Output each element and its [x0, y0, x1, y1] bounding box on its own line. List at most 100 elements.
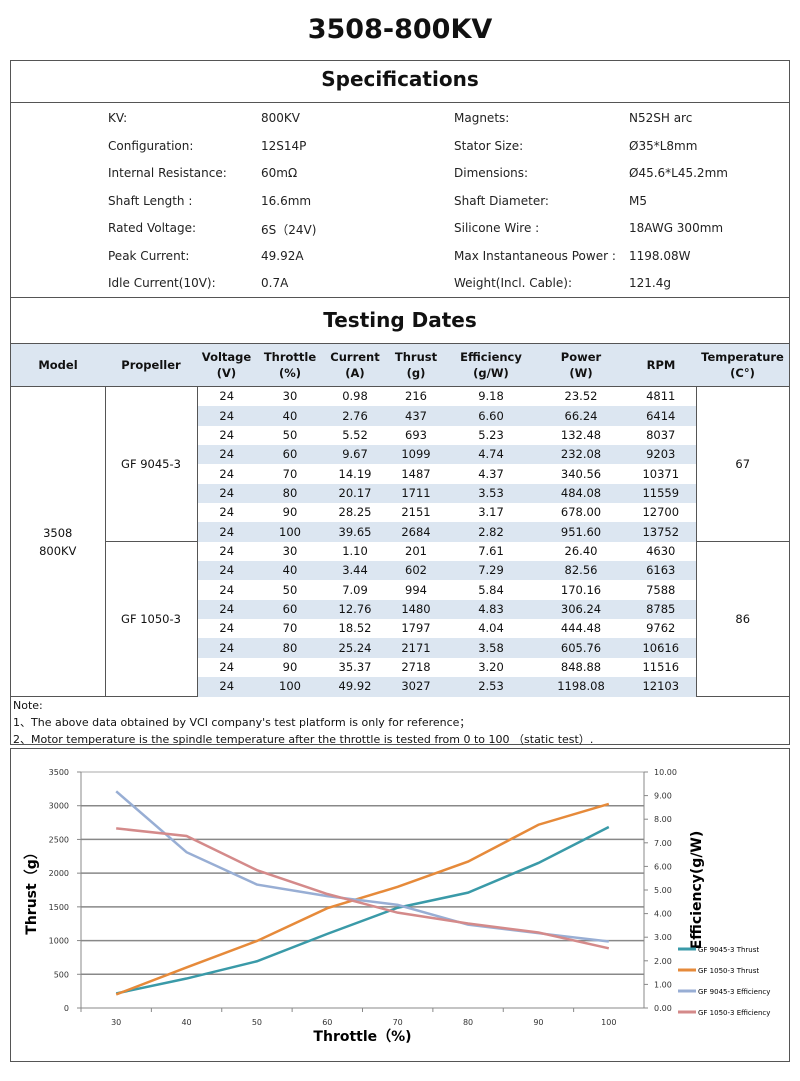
table-cell: 1099 — [386, 445, 446, 465]
table-cell: 5.23 — [478, 427, 504, 442]
table-cell: 40 — [256, 561, 324, 581]
column-header: Throttle (%) — [256, 343, 324, 387]
spec-label: Idle Current(10V): — [108, 276, 216, 290]
spec-label: Silicone Wire : — [454, 221, 540, 235]
header-unit: (W) — [569, 366, 593, 380]
spec-value: 0.7A — [261, 276, 289, 290]
note-line: 1、The above data obtained by VCI company… — [13, 716, 471, 729]
x-tick-label: 40 — [181, 1018, 191, 1027]
table-cell: 100 — [256, 677, 324, 697]
x-axis-title: Throttle（%) — [313, 1029, 411, 1045]
testing-heading: Testing Dates — [323, 308, 477, 332]
table-cell: 4811 — [646, 389, 676, 404]
table-cell: 12103 — [626, 677, 696, 697]
table-cell: 602 — [386, 561, 446, 581]
table-cell: 951.60 — [536, 522, 626, 542]
table-cell: 3027 — [386, 677, 446, 697]
column-header: Efficiency (g/W) — [446, 343, 536, 387]
table-cell: 24 — [219, 389, 235, 404]
table-cell: 24 — [197, 483, 256, 504]
header-unit: (g) — [406, 366, 426, 380]
table-cell: 24 — [219, 466, 235, 481]
column-header: Temperature (C°) — [696, 343, 789, 387]
table-cell: 9203 — [626, 445, 696, 465]
table-row: 24 80 20.17 1711 3.53 484.08 11559 — [11, 483, 789, 504]
spec-label: KV: — [108, 111, 128, 125]
table-row: 24 70 18.52 1797 4.04 444.48 9762 — [11, 619, 789, 638]
series-line-0 — [115, 825, 610, 995]
table-cell: 0.98 — [342, 389, 368, 404]
table-cell: 1711 — [386, 483, 446, 504]
table-cell: 80 — [256, 483, 324, 504]
spec-label: Dimensions: — [454, 166, 529, 180]
table-cell: 60 — [256, 599, 324, 620]
table-cell: 20.17 — [324, 483, 386, 504]
y2-tick-label: 8.00 — [654, 815, 672, 824]
table-cell: 8785 — [626, 599, 696, 620]
table-cell: 2684 — [386, 522, 446, 542]
header-unit: (V) — [216, 366, 237, 380]
propeller-cell: GF 9045-3 — [105, 386, 198, 543]
table-cell: 484.08 — [536, 483, 626, 504]
specifications-heading: Specifications — [321, 67, 479, 91]
series-line-2 — [115, 790, 609, 943]
table-cell: 4630 — [646, 543, 676, 558]
spec-label: Max Instantaneous Power : — [454, 248, 616, 263]
y2-tick-label: 2.00 — [654, 957, 672, 966]
table-cell: 1.10 — [342, 543, 368, 558]
table-row: 24 60 12.76 1480 4.83 306.24 8785 — [11, 599, 789, 620]
thrust-efficiency-chart: 0 500 1000 1500 2000 2500 3000 3500 0.00 1.00 2.00… — [24, 768, 770, 1045]
table-cell: 100 — [256, 522, 324, 542]
spec-label: Weight(Incl. Cable): — [454, 276, 572, 290]
spec-box: Specifications KV: 800KV Configuration: 12S… — [10, 60, 790, 748]
table-cell: 80 — [256, 638, 324, 658]
table-cell: 50 — [282, 582, 298, 597]
header-unit: (%) — [278, 366, 302, 380]
column-header: Voltage (V) — [197, 343, 256, 387]
table-cell: 11516 — [642, 659, 680, 674]
table-cell: 6.60 — [446, 406, 536, 426]
table-cell: 30 — [282, 543, 298, 558]
table-cell: 24 — [197, 445, 256, 465]
table-cell: 132.48 — [560, 427, 602, 442]
spec-value: N52SH arc — [629, 111, 693, 125]
x-tick-label: 90 — [533, 1018, 543, 1027]
propeller-cell: GF 1050-3 — [105, 541, 198, 697]
table-cell: 10616 — [626, 638, 696, 658]
y2-tick-label: 3.00 — [654, 933, 672, 942]
table-cell: 26.40 — [564, 543, 598, 558]
header-line: Throttle — [263, 350, 317, 364]
spec-value: 60mΩ — [261, 166, 298, 180]
y-tick-label: 3000 — [49, 802, 69, 811]
table-cell: 24 — [197, 561, 256, 581]
spec-value: 121.4g — [629, 276, 671, 290]
table-cell: 70 — [282, 466, 298, 481]
notes: Note: 1、The above data obtained by VCI co… — [13, 697, 593, 748]
table-row: 24 90 35.37 2718 3.20 848.88 11516 — [11, 658, 789, 677]
note-line: Note: — [13, 699, 43, 712]
spec-value: M5 — [629, 193, 647, 208]
header-line: Propeller — [121, 358, 181, 372]
series-line-1 — [115, 802, 610, 996]
table-cell: 28.25 — [338, 505, 372, 520]
table-cell: 7588 — [646, 582, 676, 597]
table-cell: 5.84 — [478, 582, 504, 597]
column-header: Model — [11, 343, 105, 387]
note-line: 2、Motor temperature is the spindle tempe… — [13, 733, 594, 746]
table-row: 24 50 5.52 693 5.23 132.48 8037 — [11, 426, 789, 445]
y2-tick-label: 9.00 — [654, 792, 672, 801]
table-cell: 306.24 — [536, 599, 626, 620]
header-unit: (A) — [345, 366, 365, 380]
series-line-3 — [116, 827, 610, 950]
table-cell: 4.74 — [446, 445, 536, 465]
table-cell: 9762 — [646, 621, 676, 636]
table-cell: 30 — [282, 389, 298, 404]
table-cell: 1487 — [401, 466, 431, 481]
table-cell: 49.92 — [324, 677, 386, 697]
table-row: 24 100 39.65 2684 2.82 951.60 13752 — [11, 522, 789, 542]
x-tick-label: 70 — [393, 1018, 403, 1027]
table-cell: 24 — [219, 427, 235, 442]
table-cell: 232.08 — [536, 445, 626, 465]
table-cell: 1480 — [386, 599, 446, 620]
